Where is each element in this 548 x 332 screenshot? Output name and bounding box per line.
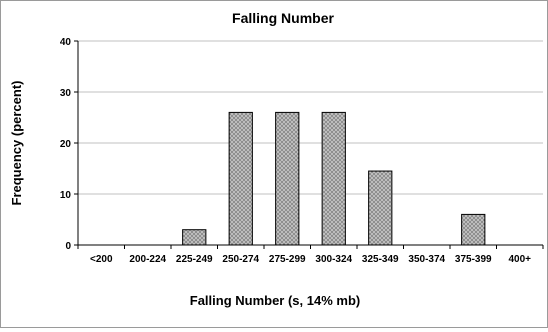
y-tick-label: 30	[60, 88, 72, 99]
x-tick-label: 225-249	[176, 254, 213, 265]
y-axis-label: Frequency (percent)	[9, 81, 24, 206]
x-axis-label: Falling Number (s, 14% mb)	[190, 293, 360, 308]
x-tick-label: 250-274	[222, 254, 259, 265]
bar-275-299	[275, 111, 300, 246]
axes	[74, 40, 544, 249]
bar-300-324	[321, 111, 346, 246]
bars	[182, 111, 486, 246]
bar-325-349	[368, 170, 393, 246]
x-tick-label: <200	[90, 254, 113, 265]
gridlines	[78, 40, 543, 195]
x-tick-label: 325-349	[362, 254, 399, 265]
bar-250-274	[228, 111, 253, 246]
y-tick-label: 10	[60, 190, 72, 201]
bar-375-399	[461, 213, 486, 246]
x-tick-labels: <200 200-224 225-249 250-274 275-299 300-324 3…	[90, 254, 531, 265]
y-tick-label: 0	[65, 241, 71, 252]
y-tick-label: 20	[60, 139, 72, 150]
x-tick-label: 200-224	[129, 254, 166, 265]
y-tick-labels: 0 10 20 30 40	[60, 37, 72, 252]
chart-title: Falling Number	[232, 10, 334, 26]
y-tick-label: 40	[60, 37, 72, 48]
x-tick-label: 300-324	[315, 254, 352, 265]
bar-225-249	[182, 229, 207, 246]
x-tick-label: 400+	[508, 254, 531, 265]
x-tick-label: 275-299	[269, 254, 306, 265]
x-tick-label: 375-399	[455, 254, 492, 265]
x-tick-label: 350-374	[408, 254, 445, 265]
falling-number-bar-chart: Falling Number 0 10 20 30 40 <200 200-224 225-…	[9, 10, 544, 308]
